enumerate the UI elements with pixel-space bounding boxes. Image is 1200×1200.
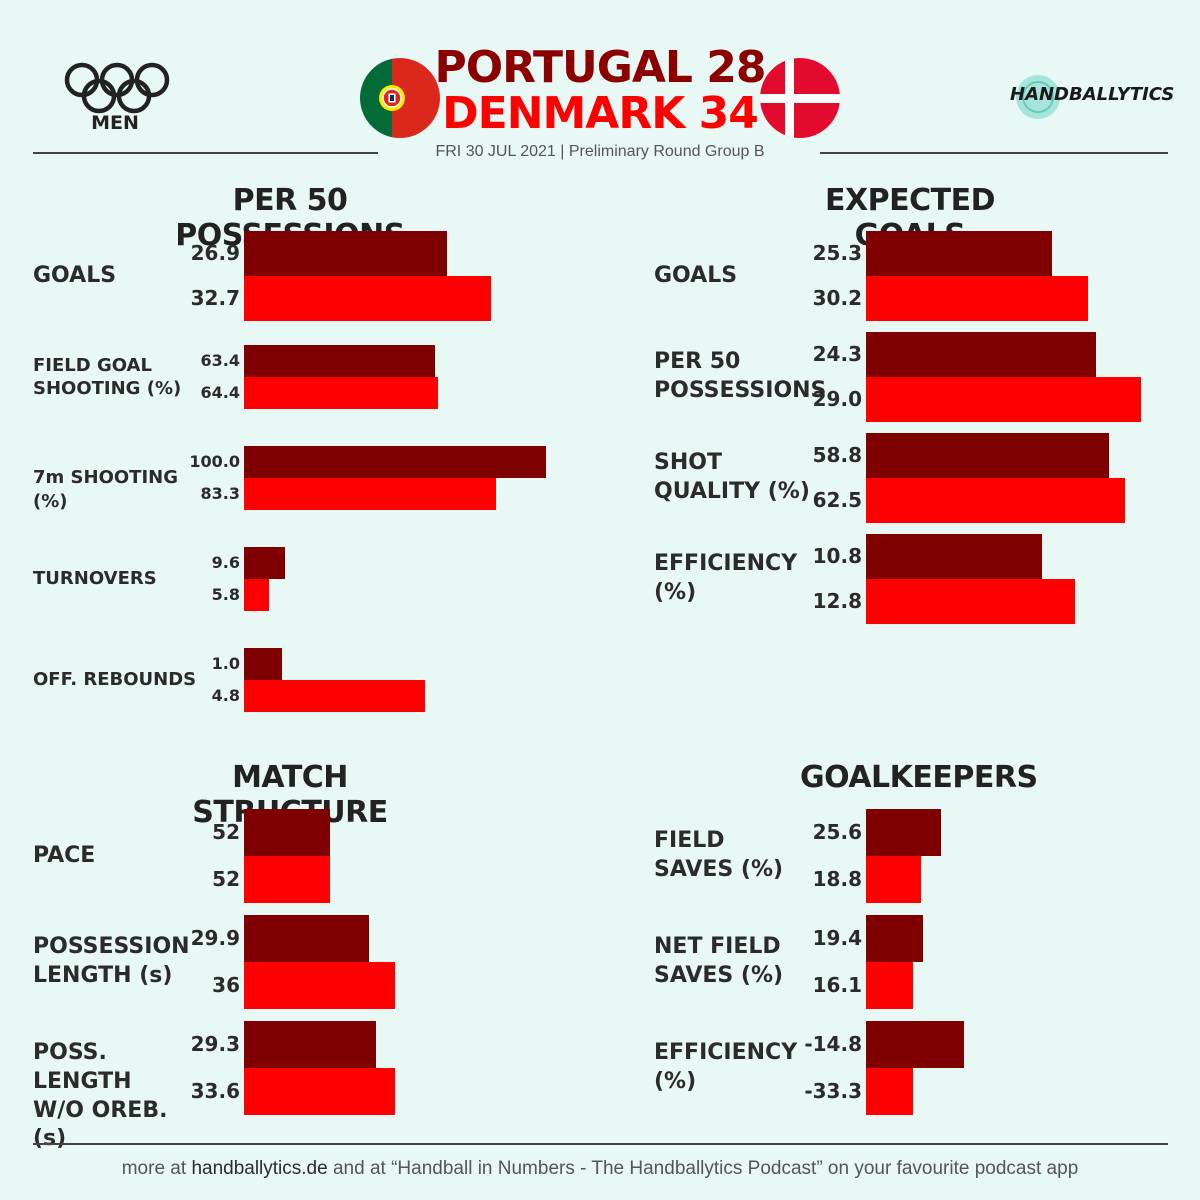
olympic-rings-icon [64, 62, 170, 114]
portugal-bar [244, 648, 282, 680]
portugal-value-label: 29.3 [190, 1032, 240, 1057]
portugal-bar [244, 547, 286, 579]
denmark-bar [244, 276, 491, 321]
portugal-value-label: 9.6 [211, 553, 240, 573]
portugal-value-label: -14.8 [804, 1032, 862, 1057]
portugal-value-label: 10.8 [812, 544, 862, 569]
row-label: GOALS [654, 262, 738, 288]
row-label: GOALS [33, 262, 117, 288]
denmark-value-label: 30.2 [812, 286, 862, 311]
header-rule-left [33, 152, 378, 154]
denmark-value-label: 16.1 [812, 973, 862, 998]
header-rule-right [820, 152, 1168, 154]
handballytics-logo-icon [1016, 75, 1060, 119]
denmark-bar [244, 478, 496, 510]
olympics-category-label: MEN [91, 112, 139, 134]
portugal-value-label: 19.4 [812, 926, 862, 951]
denmark-bar [244, 579, 270, 611]
portugal-bar [866, 332, 1097, 377]
portugal-value-label: 63.4 [200, 351, 240, 371]
denmark-bar [866, 276, 1088, 321]
denmark-value-label: 29.0 [812, 387, 862, 412]
portugal-value-label: 25.3 [812, 241, 862, 266]
brand-name: HANDBALLYTICS [1010, 84, 1175, 105]
row-label: EFFICIENCY (%) [654, 1040, 798, 1094]
row-label: POSSESSION LENGTH (s) [33, 934, 190, 988]
portugal-bar [866, 809, 942, 856]
row-label: EFFICIENCY (%) [654, 551, 798, 605]
row-label: 7m SHOOTING (%) [33, 467, 178, 512]
section-title-goalkeepers: GOALKEEPERS [800, 760, 1038, 795]
portugal-bar [244, 446, 546, 478]
denmark-bar [866, 1068, 913, 1115]
row-label: FIELD SAVES (%) [654, 828, 784, 882]
row-label: PACE [33, 842, 96, 868]
denmark-bar [244, 1068, 396, 1115]
row-label: POSS. LENGTH W/O OREB. (s) [33, 1040, 168, 1152]
denmark-value-label: 33.6 [190, 1079, 240, 1104]
home-team-score: PORTUGAL 28 [434, 42, 766, 93]
portugal-bar [244, 809, 330, 856]
denmark-bar [244, 680, 426, 712]
portugal-value-label: 1.0 [211, 654, 240, 674]
denmark-value-label: 64.4 [200, 383, 240, 403]
away-team-score: DENMARK 34 [442, 88, 759, 139]
footer-rule [33, 1143, 1168, 1145]
portugal-value-label: 24.3 [812, 342, 862, 367]
denmark-bar [244, 856, 330, 903]
portugal-value-label: 100.0 [189, 452, 240, 472]
row-label: NET FIELD SAVES (%) [654, 934, 784, 988]
portugal-bar [244, 345, 436, 377]
portugal-bar [866, 1021, 965, 1068]
denmark-value-label: 32.7 [190, 286, 240, 311]
portugal-bar [866, 433, 1110, 478]
match-subtitle: FRI 30 JUL 2021 | Preliminary Round Grou… [435, 143, 765, 160]
row-label: FIELD GOAL SHOOTING (%) [33, 354, 182, 399]
footer-podcast-text: and at “Handball in Numbers - The Handba… [327, 1158, 1079, 1179]
denmark-flag-icon [760, 58, 840, 138]
portugal-bar [244, 915, 370, 962]
denmark-value-label: 36 [212, 973, 240, 998]
row-label: SHOT QUALITY (%) [654, 450, 810, 504]
portugal-bar [866, 231, 1052, 276]
denmark-value-label: 5.8 [211, 585, 240, 605]
portugal-value-label: 52 [212, 820, 240, 845]
denmark-bar [866, 377, 1142, 422]
portugal-value-label: 25.6 [812, 820, 862, 845]
footer-site-link[interactable]: handballytics.de [191, 1158, 328, 1179]
row-label: TURNOVERS [33, 568, 157, 590]
portugal-flag-icon [360, 58, 440, 138]
handballytics-logo [1010, 72, 1145, 122]
denmark-flag [760, 58, 840, 138]
portugal-value-label: 58.8 [812, 443, 862, 468]
denmark-bar [866, 856, 922, 903]
footer-pre: more at [121, 1158, 192, 1179]
portugal-value-label: 26.9 [190, 241, 240, 266]
denmark-value-label: 52 [212, 867, 240, 892]
denmark-bar [866, 579, 1076, 624]
portugal-value-label: 29.9 [190, 926, 240, 951]
portugal-bar [866, 915, 924, 962]
denmark-value-label: 12.8 [812, 589, 862, 614]
denmark-bar [244, 962, 395, 1009]
denmark-bar [244, 377, 439, 409]
denmark-value-label: 4.8 [211, 686, 240, 706]
portugal-bar [866, 534, 1043, 579]
portugal-bar [244, 1021, 377, 1068]
portugal-bar [244, 231, 448, 276]
denmark-bar [866, 478, 1125, 523]
denmark-value-label: -33.3 [804, 1079, 862, 1104]
denmark-value-label: 62.5 [812, 488, 862, 513]
row-label: PER 50 POSSESSIONS [654, 349, 827, 403]
denmark-value-label: 83.3 [200, 484, 240, 504]
row-label: OFF. REBOUNDS [33, 669, 197, 691]
denmark-bar [866, 962, 914, 1009]
footer-text: more at handballytics.de and at “Handbal… [0, 1158, 1200, 1180]
denmark-value-label: 18.8 [812, 867, 862, 892]
olympic-rings-logo [62, 62, 172, 118]
portugal-flag [360, 58, 440, 138]
